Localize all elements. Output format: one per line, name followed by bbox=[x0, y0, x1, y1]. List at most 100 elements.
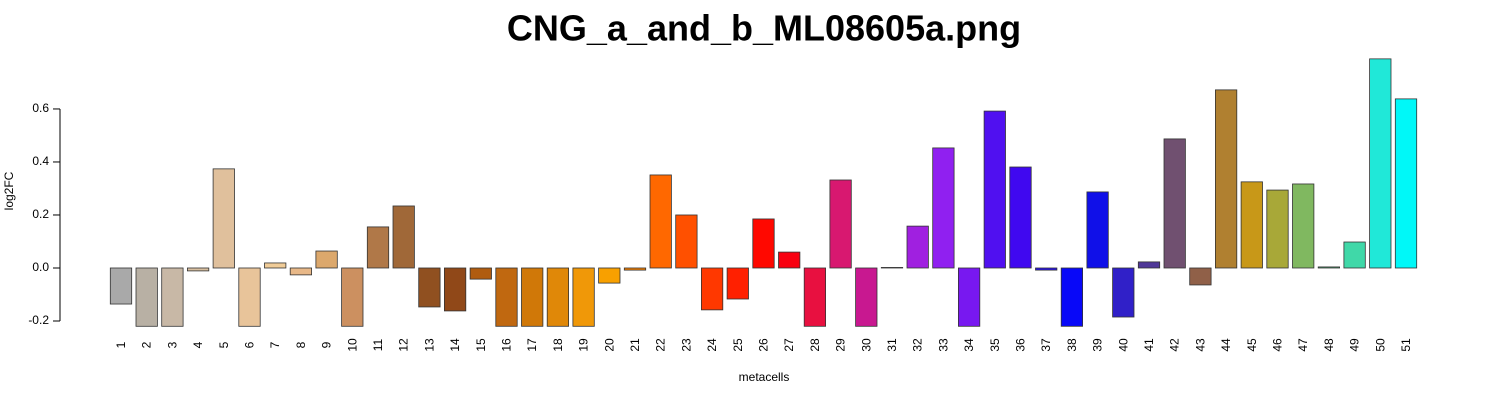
x-tick-label: 50 bbox=[1373, 338, 1387, 352]
y-tick-label: 0.6 bbox=[32, 101, 49, 115]
bar bbox=[469, 267, 492, 280]
bar bbox=[726, 267, 749, 300]
bar bbox=[135, 267, 158, 327]
bar bbox=[829, 179, 852, 269]
x-tick-label: 48 bbox=[1322, 338, 1336, 352]
x-tick-label: 2 bbox=[140, 341, 154, 348]
x-tick-label: 1 bbox=[114, 341, 128, 348]
x-tick-label: 32 bbox=[911, 338, 925, 352]
bar bbox=[289, 267, 313, 276]
x-tick-label: 35 bbox=[988, 338, 1002, 352]
bar bbox=[1035, 267, 1058, 271]
x-tick-label: 46 bbox=[1271, 338, 1285, 352]
bar bbox=[701, 267, 724, 311]
x-tick-label: 21 bbox=[628, 338, 642, 352]
bar bbox=[880, 267, 904, 269]
x-tick-label: 22 bbox=[654, 338, 668, 352]
bar bbox=[315, 250, 338, 269]
x-tick-label: 3 bbox=[165, 341, 179, 348]
chart-title: CNG_a_and_b_ML08605a.png bbox=[507, 8, 1021, 49]
bar bbox=[623, 267, 647, 271]
x-tick-label: 17 bbox=[525, 338, 539, 352]
x-tick-label: 6 bbox=[243, 341, 257, 348]
x-tick-label: 4 bbox=[191, 341, 205, 348]
x-tick-label: 41 bbox=[1142, 338, 1156, 352]
bar bbox=[264, 262, 287, 269]
bar bbox=[598, 267, 621, 284]
bar bbox=[1112, 267, 1135, 318]
x-tick-label: 15 bbox=[474, 338, 488, 352]
y-tick-label: 0.0 bbox=[32, 260, 49, 274]
bar bbox=[983, 110, 1006, 269]
x-tick-label: 7 bbox=[268, 341, 282, 348]
bar bbox=[1394, 98, 1418, 269]
bar bbox=[932, 147, 955, 269]
x-tick-label: 27 bbox=[782, 338, 796, 352]
x-tick-label: 5 bbox=[217, 341, 231, 348]
bar bbox=[186, 267, 210, 272]
bar bbox=[1215, 89, 1238, 269]
bar bbox=[109, 267, 133, 305]
bar bbox=[546, 267, 570, 327]
bar bbox=[1009, 166, 1032, 269]
x-tick-label: 33 bbox=[936, 338, 950, 352]
x-tick-label: 34 bbox=[962, 338, 976, 352]
bar bbox=[649, 174, 672, 269]
bar bbox=[212, 168, 235, 269]
x-tick-label: 20 bbox=[602, 338, 616, 352]
x-tick-label: 11 bbox=[371, 338, 385, 351]
y-tick-label: -0.2 bbox=[28, 313, 49, 327]
x-tick-label: 8 bbox=[294, 341, 308, 348]
bar bbox=[161, 267, 184, 327]
bar bbox=[238, 267, 261, 327]
x-tick-label: 36 bbox=[1014, 338, 1028, 352]
x-tick-label: 31 bbox=[885, 338, 899, 352]
bar bbox=[443, 267, 467, 312]
bar bbox=[1266, 189, 1289, 269]
x-tick-label: 14 bbox=[448, 338, 462, 352]
bar bbox=[778, 251, 801, 269]
bar bbox=[495, 267, 518, 327]
x-tick-label: 16 bbox=[500, 338, 514, 352]
bar bbox=[1369, 58, 1392, 269]
x-tick-label: 38 bbox=[1065, 338, 1079, 352]
bar bbox=[1163, 138, 1186, 269]
bar bbox=[1240, 181, 1263, 269]
x-tick-label: 24 bbox=[705, 338, 719, 352]
bar bbox=[1317, 266, 1340, 269]
bar bbox=[341, 267, 364, 327]
bar bbox=[1137, 261, 1161, 269]
x-tick-label: 10 bbox=[345, 338, 359, 352]
bar bbox=[675, 214, 698, 269]
bar bbox=[855, 267, 878, 327]
x-tick-label: 28 bbox=[808, 338, 822, 352]
y-tick-label: 0.2 bbox=[32, 207, 49, 221]
x-tick-label: 39 bbox=[1091, 338, 1105, 352]
x-tick-label: 44 bbox=[1219, 338, 1233, 352]
bar bbox=[392, 205, 415, 269]
x-tick-label: 25 bbox=[731, 338, 745, 352]
x-tick-label: 29 bbox=[834, 338, 848, 352]
x-tick-label: 9 bbox=[320, 341, 334, 348]
x-tick-label: 45 bbox=[1245, 338, 1259, 352]
x-tick-label: 42 bbox=[1168, 338, 1182, 352]
x-tick-label: 30 bbox=[859, 338, 873, 352]
bar bbox=[1292, 183, 1315, 269]
x-axis-label: metacells bbox=[739, 370, 790, 384]
x-tick-label: 40 bbox=[1116, 338, 1130, 352]
bar bbox=[366, 226, 390, 269]
x-tick-label: 26 bbox=[757, 338, 771, 352]
x-tick-label: 49 bbox=[1348, 338, 1362, 352]
x-tick-label: 19 bbox=[577, 338, 591, 352]
x-tick-label: 47 bbox=[1296, 338, 1310, 352]
y-axis-label: log2FC bbox=[2, 171, 16, 210]
x-tick-label: 37 bbox=[1039, 338, 1053, 352]
x-tick-label: 23 bbox=[679, 338, 693, 352]
bar bbox=[752, 218, 775, 269]
bar bbox=[1189, 267, 1212, 286]
bar bbox=[1086, 191, 1109, 269]
bar bbox=[572, 267, 595, 327]
bar bbox=[418, 267, 441, 308]
y-tick-label: 0.4 bbox=[32, 154, 49, 168]
